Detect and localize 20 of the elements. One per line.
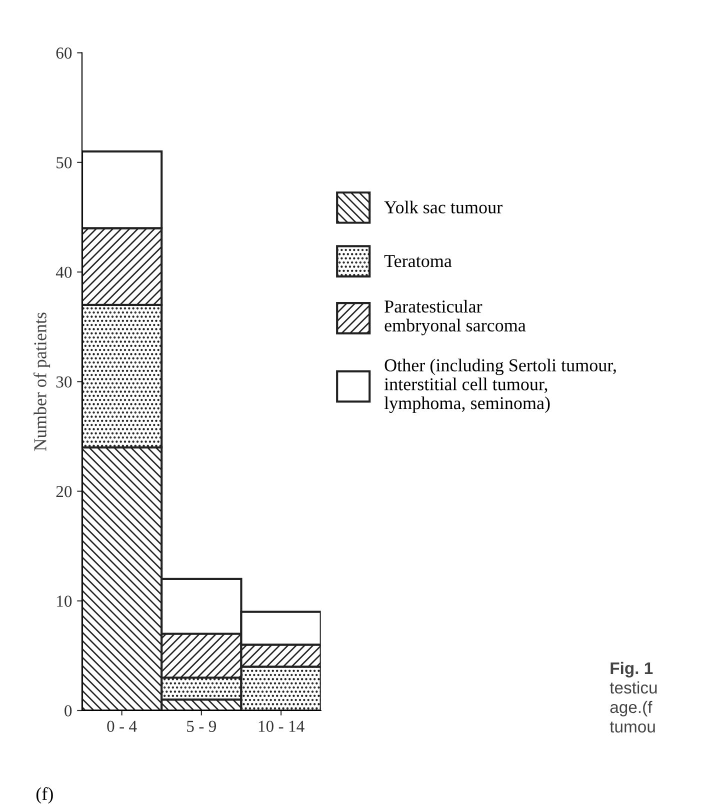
- y-tick-label: 40: [56, 266, 72, 278]
- caption: Fig. 1: [610, 662, 653, 678]
- y-tick-label: 0: [64, 705, 72, 716]
- text: (f): [36, 787, 53, 804]
- text: testicu: [610, 681, 657, 694]
- x-tick-label: 10 - 14: [258, 720, 304, 732]
- legend-label: Teratoma: [384, 255, 452, 268]
- x-tick-label: 0 - 4: [107, 720, 137, 732]
- y-axis-title: Number of patients: [33, 312, 50, 451]
- y-tick-label: 20: [56, 486, 72, 498]
- legend-label: Other (including Sertoli tumour, interstitial cell tumour, lymphoma, seminoma): [384, 358, 616, 413]
- y-tick-label: 60: [56, 47, 72, 59]
- y-tick-label: 30: [56, 376, 72, 388]
- legend-label: Paratesticular embryonal sarcoma: [384, 300, 526, 336]
- text: age.(f: [610, 700, 652, 716]
- legend-label: Yolk sac tumour: [384, 200, 502, 214]
- y-tick-label: 10: [57, 596, 72, 607]
- x-tick-label: 5 - 9: [187, 720, 216, 732]
- text: tumou: [610, 722, 655, 733]
- y-tick-label: 50: [56, 157, 72, 168]
